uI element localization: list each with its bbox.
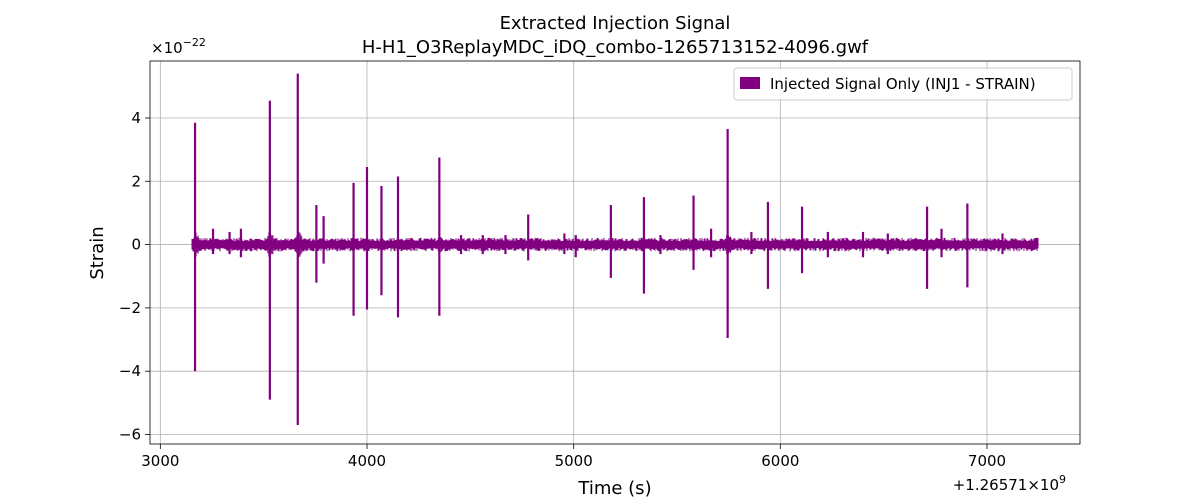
chart-subtitle: H-H1_O3ReplayMDC_iDQ_combo-1265713152-40…: [362, 37, 869, 58]
grid: [150, 61, 1080, 444]
y-axis-label: Strain: [87, 226, 108, 279]
x-tick-label: 4000: [348, 452, 386, 470]
legend-frame: [733, 67, 1073, 101]
y-multiplier: ×10−22: [151, 36, 206, 57]
x-offset-base: +1.26571×10: [953, 476, 1059, 494]
y-tick-label: −4: [119, 362, 141, 380]
y-multiplier-exponent: −22: [183, 36, 206, 49]
y-tick-label: −2: [119, 299, 141, 317]
legend: Injected Signal Only (INJ1 - STRAIN): [733, 67, 1073, 101]
y-multiplier-base: ×10: [151, 39, 183, 57]
y-axis-ticks: 4 2 0 −2 −4 −6: [119, 109, 150, 444]
x-axis-ticks: 3000 4000 5000 6000 7000: [141, 444, 1006, 470]
x-tick-label: 3000: [141, 452, 179, 470]
x-offset-exponent: 9: [1059, 473, 1066, 486]
x-tick-label: 5000: [555, 452, 593, 470]
plot-frame: [149, 60, 1081, 445]
y-tick-label: −6: [119, 426, 141, 444]
x-offset-text: +1.26571×109: [953, 473, 1066, 494]
legend-label: Injected Signal Only (INJ1 - STRAIN): [770, 75, 1036, 93]
y-tick-label: 4: [131, 109, 141, 127]
legend-swatch: [740, 77, 760, 89]
x-tick-label: 7000: [968, 452, 1006, 470]
x-tick-label: 6000: [761, 452, 799, 470]
signal-series: [191, 73, 1039, 426]
chart-title: Extracted Injection Signal: [500, 13, 731, 34]
y-tick-label: 0: [131, 236, 141, 254]
y-tick-label: 2: [131, 172, 141, 190]
x-axis-label: Time (s): [577, 478, 651, 499]
